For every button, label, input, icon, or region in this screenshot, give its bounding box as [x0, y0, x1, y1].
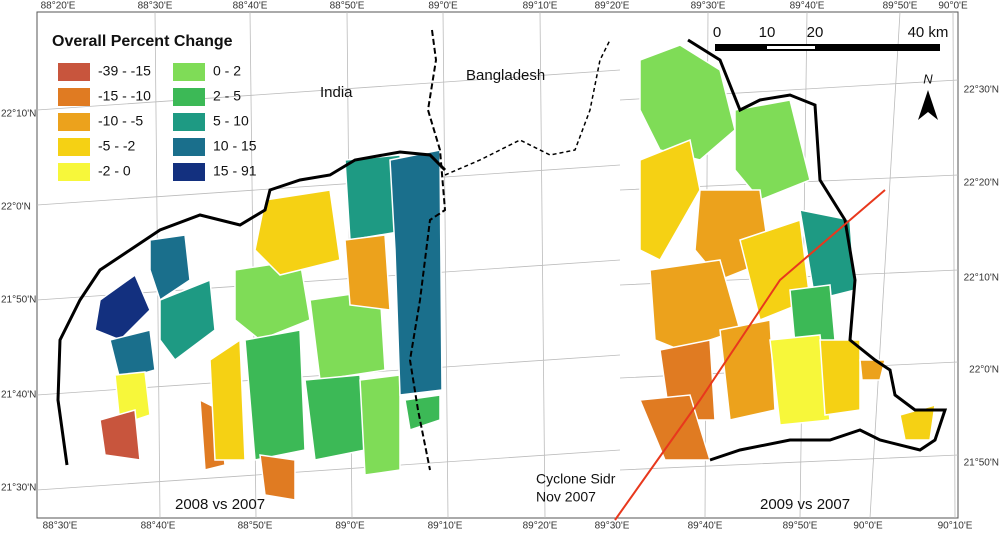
- top-tick-label: 90°0'E: [938, 1, 968, 12]
- bottom-tick-label: 89°50'E: [783, 521, 818, 532]
- bottom-tick-label: 88°30'E: [43, 521, 78, 532]
- top-tick-label: 89°40'E: [790, 1, 825, 12]
- panel-label: 2008 vs 2007: [175, 496, 265, 513]
- cyclone-track: [614, 189, 886, 521]
- legend-label: -15 - -10: [98, 88, 151, 104]
- land-left: [94, 149, 443, 501]
- left-tick-label: 21°30'N: [1, 483, 36, 494]
- scale-bar: [715, 44, 940, 51]
- scale-label: 0: [713, 24, 721, 41]
- legend-label: 2 - 5: [213, 88, 241, 104]
- top-tick-label: 89°50'E: [883, 1, 918, 12]
- legend-swatch: [58, 88, 90, 106]
- legend-label: -5 - -2: [98, 138, 136, 154]
- legend-swatch: [173, 163, 205, 181]
- left-tick-label: 22°0'N: [1, 202, 31, 213]
- left-tick-label: 21°40'N: [1, 390, 36, 401]
- legend-title: Overall Percent Change: [52, 33, 233, 50]
- right-tick-label: 22°10'N: [964, 273, 999, 284]
- scale-label: 40 km: [908, 24, 949, 41]
- top-tick-label: 88°20'E: [41, 1, 76, 12]
- right-tick-label: 21°50'N: [964, 458, 999, 469]
- legend-label: -39 - -15: [98, 63, 151, 79]
- country-label: Bangladesh: [466, 67, 545, 84]
- top-tick-label: 89°20'E: [595, 1, 630, 12]
- legend-swatch: [173, 138, 205, 156]
- top-tick-label: 88°50'E: [330, 1, 365, 12]
- legend-swatch: [173, 63, 205, 81]
- cyclone-label: Cyclone Sidr: [536, 471, 616, 487]
- legend-label: -10 - -5: [98, 113, 143, 129]
- left-tick-label: 22°10'N: [1, 109, 36, 120]
- north-label: N: [923, 71, 933, 86]
- legend-swatch: [58, 113, 90, 131]
- legend-swatch: [58, 138, 90, 156]
- panel-label: 2009 vs 2007: [760, 496, 850, 513]
- right-tick-label: 22°0'N: [969, 365, 999, 376]
- right-tick-label: 22°30'N: [964, 85, 999, 96]
- bottom-tick-label: 89°0'E: [335, 521, 365, 532]
- top-tick-label: 88°30'E: [138, 1, 173, 12]
- border: [444, 39, 611, 176]
- coastline-left: [56, 150, 447, 466]
- bottom-tick-label: 88°40'E: [141, 521, 176, 532]
- legend-swatch: [58, 63, 90, 81]
- right-tick-label: 22°20'N: [964, 178, 999, 189]
- legend-label: 5 - 10: [213, 113, 249, 129]
- bottom-tick-label: 90°0'E: [853, 521, 883, 532]
- bottom-tick-label: 89°30'E: [595, 521, 630, 532]
- scale-label: 20: [807, 24, 824, 41]
- bottom-tick-label: 88°50'E: [238, 521, 273, 532]
- legend-label: 0 - 2: [213, 63, 241, 79]
- top-tick-label: 89°30'E: [691, 1, 726, 12]
- top-tick-label: 89°10'E: [523, 1, 558, 12]
- legend-label: 10 - 15: [213, 138, 257, 154]
- cyclone-label: Nov 2007: [536, 489, 596, 505]
- legend-swatch: [173, 88, 205, 106]
- bottom-tick-label: 90°10'E: [938, 521, 973, 532]
- left-tick-label: 21°50'N: [1, 295, 36, 306]
- bottom-tick-label: 89°20'E: [523, 521, 558, 532]
- legend-swatch: [58, 163, 90, 181]
- coastline-right: [687, 38, 948, 462]
- country-label: India: [320, 84, 353, 101]
- legend-label: -2 - 0: [98, 163, 131, 179]
- scale-label: 10: [759, 24, 776, 41]
- top-tick-label: 89°0'E: [428, 1, 458, 12]
- top-tick-label: 88°40'E: [233, 1, 268, 12]
- north-arrow: N: [918, 71, 938, 120]
- legend-label: 15 - 91: [213, 163, 257, 179]
- legend-swatch: [173, 113, 205, 131]
- border: [408, 29, 447, 471]
- bottom-tick-label: 89°40'E: [688, 521, 723, 532]
- bottom-tick-label: 89°10'E: [428, 521, 463, 532]
